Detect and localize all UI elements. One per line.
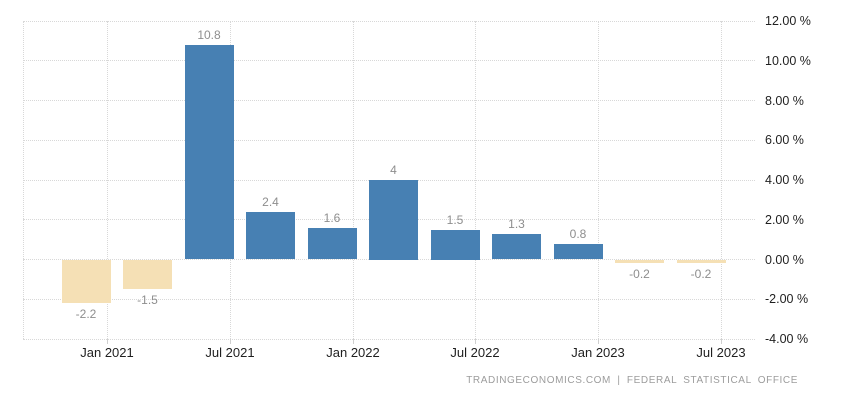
x-axis-tick-label: Jul 2022 [450, 345, 500, 360]
bar-value-label: 2.4 [262, 194, 279, 209]
bar-value-label: 4 [390, 163, 397, 177]
x-gridline [720, 21, 722, 339]
x-axis-tick [229, 339, 231, 344]
x-axis-tick [352, 339, 354, 344]
bar-value-label: 1.5 [446, 212, 464, 227]
x-gridline [597, 21, 599, 339]
x-axis-tick [106, 339, 108, 344]
bar[interactable] [307, 227, 357, 260]
x-axis-tick-label: Jan 2023 [571, 345, 625, 360]
chart-attribution: TRADINGECONOMICS.COM | FEDERAL STATISTIC… [466, 375, 798, 386]
bar-value-label: 1.3 [508, 216, 525, 231]
bar-value-label: 0.8 [569, 226, 587, 241]
y-axis-tick-label: -2.00 % [765, 292, 809, 307]
bar[interactable] [184, 44, 234, 260]
x-gridline [352, 21, 354, 339]
y-axis-tick-label: 4.00 % [765, 173, 804, 187]
y-axis-tick-label: -4.00 % [765, 332, 809, 346]
bar[interactable] [492, 233, 541, 260]
x-gridline [22, 21, 24, 339]
y-gridline [23, 338, 755, 340]
y-gridline [23, 100, 755, 101]
x-axis-tick [474, 339, 476, 344]
bar[interactable] [676, 259, 726, 264]
bar[interactable] [246, 211, 295, 260]
x-axis-tick-label: Jan 2022 [326, 345, 380, 360]
y-gridline [23, 139, 755, 141]
y-gridline [23, 298, 755, 300]
y-axis-tick-label: 12.00 % [765, 14, 811, 28]
bar[interactable] [61, 259, 111, 304]
x-gridline [474, 21, 476, 339]
bar-value-label: 10.8 [197, 27, 221, 42]
y-axis-tick-label: 2.00 % [765, 212, 804, 227]
x-axis-tick [597, 339, 599, 344]
y-gridline [23, 259, 755, 260]
y-axis-tick-label: 10.00 % [765, 53, 811, 68]
bar[interactable] [553, 243, 603, 260]
y-gridline [23, 60, 755, 62]
y-axis-tick-label: 8.00 % [765, 93, 804, 108]
x-axis-tick-label: Jul 2021 [205, 345, 255, 360]
x-axis-tick-label: Jan 2021 [80, 345, 134, 360]
x-axis-tick [720, 339, 722, 344]
x-axis-tick-label: Jul 2023 [696, 345, 746, 360]
bar[interactable] [430, 229, 480, 260]
bar-value-label: -1.5 [137, 293, 158, 308]
bar[interactable] [615, 259, 664, 264]
x-gridline [106, 21, 108, 339]
y-gridline [23, 20, 755, 22]
y-axis-tick-label: 6.00 % [765, 133, 804, 148]
bar-value-label: -0.2 [690, 267, 712, 282]
bar-value-label: -0.2 [629, 267, 650, 282]
bar[interactable] [123, 259, 172, 290]
bar-value-label: 1.6 [323, 210, 341, 225]
y-axis-tick-label: 0.00 % [765, 252, 804, 267]
bar[interactable] [369, 180, 418, 260]
bar-value-label: -2.2 [75, 307, 97, 322]
